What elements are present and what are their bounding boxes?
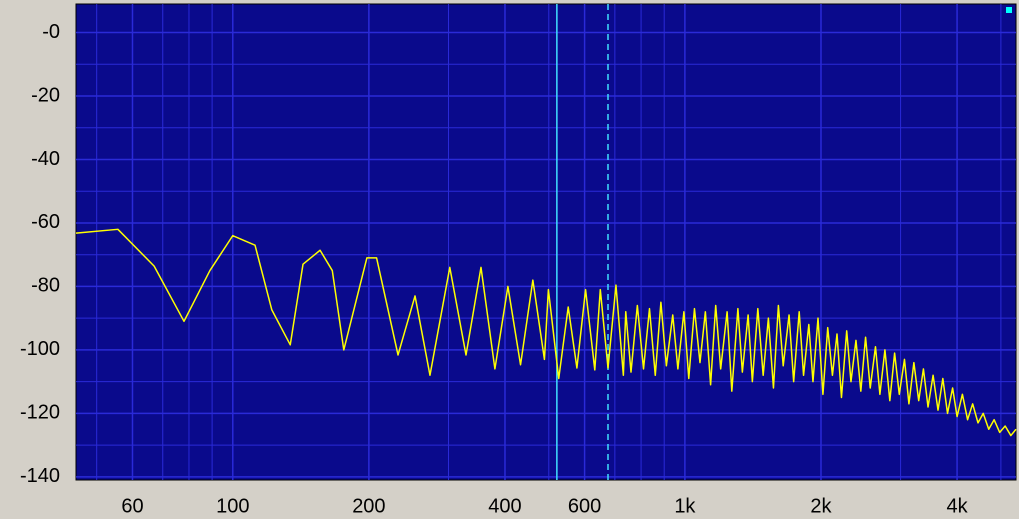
x-tick-label: 600 (568, 495, 601, 517)
y-tick-label: -140 (20, 465, 60, 487)
x-tick-label: 100 (216, 495, 249, 517)
y-tick-label: -20 (31, 84, 60, 106)
marks (75, 4, 1017, 480)
x-tick-label: 400 (488, 495, 521, 517)
y-tick-label: -120 (20, 402, 60, 424)
grid (76, 4, 1016, 480)
x-tick-label: 2k (810, 495, 832, 517)
x-tick-label: 200 (352, 495, 385, 517)
spectrum-line (75, 228, 1017, 437)
y-tick-label: -40 (31, 148, 60, 170)
x-tick-label: 1k (674, 495, 696, 517)
y-tick-label: -80 (31, 275, 60, 297)
x-tick-label: 60 (121, 495, 143, 517)
y-tick-label: -100 (20, 338, 60, 360)
x-tick-label: 4k (947, 495, 969, 517)
y-tick-label: -0 (42, 21, 60, 43)
y-tick-label: -60 (31, 211, 60, 233)
indicator (1006, 7, 1012, 13)
plot-area (75, 3, 1017, 481)
